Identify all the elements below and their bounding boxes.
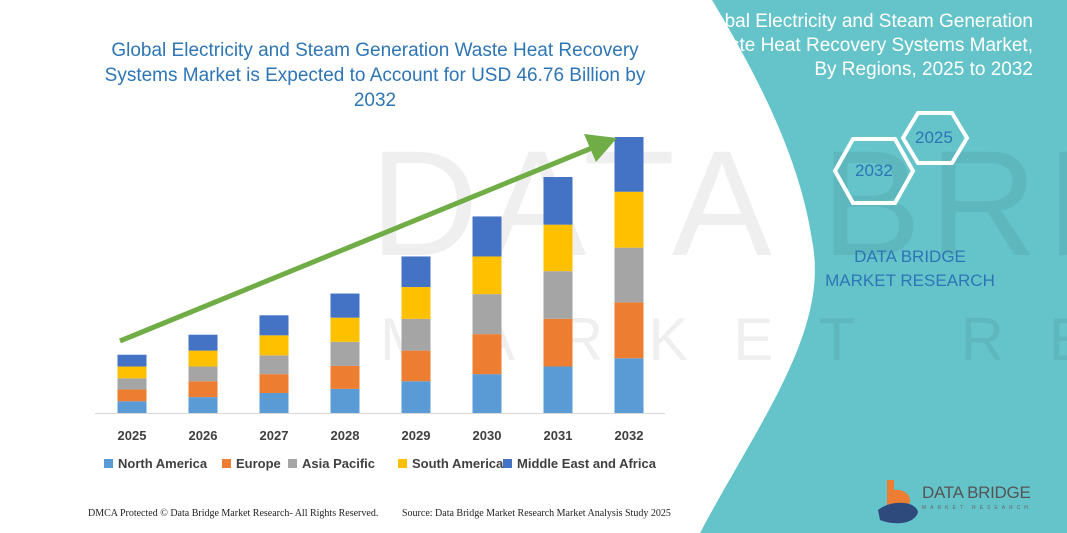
bar-segment-2025-0: [117, 401, 147, 413]
bar-segment-2026-2: [188, 366, 218, 382]
x-tick-label: 2025: [118, 428, 147, 443]
footer-copyright: DMCA Protected © Data Bridge Market Rese…: [88, 508, 379, 519]
bar-segment-2030-1: [472, 334, 502, 375]
legend-label: Middle East and Africa: [517, 456, 657, 471]
bar-segment-2026-4: [188, 334, 218, 351]
bar-segment-2028-4: [330, 293, 360, 318]
logo-text: DATA BRIDGE: [922, 483, 1031, 502]
hexagon-2025: [900, 111, 970, 165]
bar-segment-2027-3: [259, 335, 289, 356]
bar-segment-2028-3: [330, 317, 360, 342]
bar-segment-2031-0: [543, 366, 573, 413]
panel-title: Global Electricity and Steam Generation …: [695, 11, 1033, 80]
bar-segment-2027-2: [259, 355, 289, 375]
bar-segment-2031-4: [543, 177, 573, 225]
chart-title: Global Electricity and Steam Generation …: [104, 40, 646, 111]
legend-swatch: [398, 459, 407, 468]
bar-segment-2027-4: [259, 315, 289, 336]
bar-segment-2032-1: [614, 302, 644, 359]
bar-segment-2030-3: [472, 256, 502, 295]
bar-segment-2025-3: [117, 366, 147, 379]
x-tick-label: 2027: [260, 428, 289, 443]
bar-segment-2025-1: [117, 389, 147, 402]
x-tick-label: 2026: [189, 428, 218, 443]
bar-segment-2031-2: [543, 271, 573, 319]
x-tick-label: 2032: [615, 428, 644, 443]
legend-swatch: [222, 459, 231, 468]
bar-segment-2025-2: [117, 378, 147, 390]
logo-subtext: MARKET RESEARCH: [922, 505, 1032, 511]
bar-segment-2029-1: [401, 350, 431, 382]
hex-label-end: 2032: [855, 161, 893, 180]
bar-segment-2026-0: [188, 397, 218, 413]
hexagon-2032: [832, 137, 916, 205]
bar-segment-2032-2: [614, 247, 644, 303]
footer-source: Source: Data Bridge Market Research Mark…: [402, 508, 671, 519]
bar-segment-2032-3: [614, 191, 644, 248]
x-tick-label: 2030: [473, 428, 502, 443]
bar-segment-2028-1: [330, 365, 360, 389]
bar-segment-2029-4: [401, 256, 431, 288]
legend-label: South America: [412, 456, 504, 471]
bar-segment-2027-0: [259, 392, 289, 413]
bar-segment-2028-0: [330, 388, 360, 413]
bar-segment-2027-1: [259, 374, 289, 393]
legend-swatch: [104, 459, 113, 468]
x-tick-label: 2031: [544, 428, 573, 443]
bar-segment-2030-2: [472, 294, 502, 335]
bar-segment-2029-3: [401, 287, 431, 319]
bar-segment-2026-3: [188, 350, 218, 367]
bar-segment-2030-4: [472, 216, 502, 257]
bar-segment-2028-2: [330, 341, 360, 366]
hex-label-start: 2025: [915, 128, 953, 147]
legend-label: North America: [118, 456, 208, 471]
legend-label: Asia Pacific: [302, 456, 375, 471]
x-tick-label: 2029: [402, 428, 431, 443]
right-panel-background: [700, 0, 1067, 533]
bar-segment-2032-0: [614, 358, 644, 413]
bar-segment-2029-0: [401, 381, 431, 413]
bar-segment-2026-1: [188, 381, 218, 398]
brand-text: DATA BRIDGE MARKET RESEARCH: [825, 247, 995, 290]
logo-mark: [878, 480, 918, 524]
legend-label: Europe: [236, 456, 281, 471]
legend-swatch: [503, 459, 512, 468]
bar-segment-2030-0: [472, 374, 502, 413]
legend-swatch: [288, 459, 297, 468]
x-tick-label: 2028: [331, 428, 360, 443]
bar-segment-2032-4: [614, 137, 644, 192]
bar-segment-2031-3: [543, 224, 573, 272]
bar-segment-2029-2: [401, 318, 431, 351]
bar-segment-2025-4: [117, 354, 147, 367]
bar-segment-2031-1: [543, 318, 573, 367]
trend-arrow: [119, 134, 617, 344]
